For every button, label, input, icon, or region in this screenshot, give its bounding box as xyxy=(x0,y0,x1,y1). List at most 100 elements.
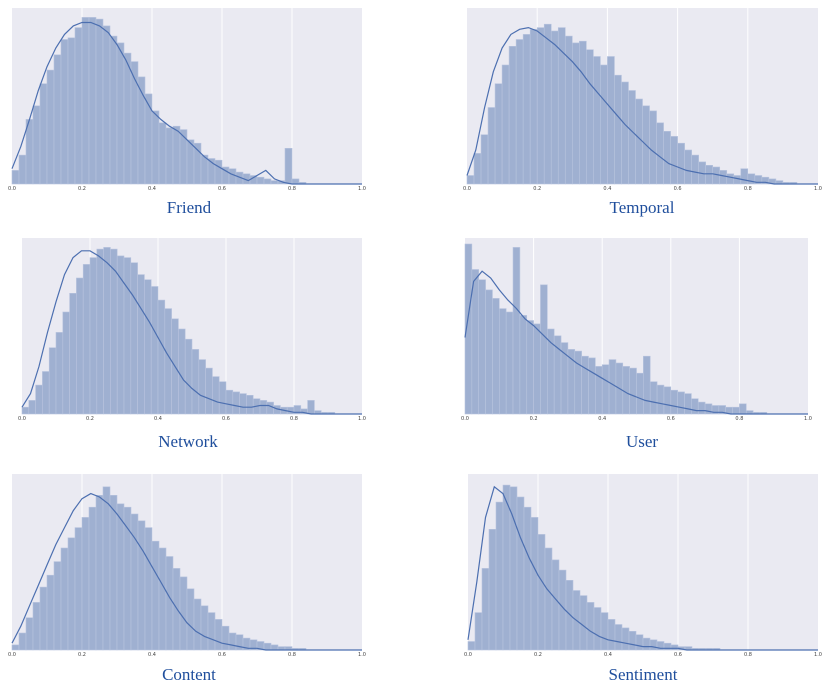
histogram-bar xyxy=(246,394,254,415)
histogram-bar xyxy=(543,23,552,185)
histogram-bar xyxy=(586,49,594,185)
histogram-bar xyxy=(586,602,595,651)
histogram-bar xyxy=(74,27,83,185)
histogram-bar xyxy=(225,389,234,415)
histogram-bar xyxy=(635,98,643,185)
histogram-bar xyxy=(18,632,27,651)
histogram-bar xyxy=(186,139,195,185)
histogram-bar xyxy=(516,496,525,651)
histogram-bar xyxy=(677,391,685,415)
panel-title: Friend xyxy=(167,198,212,217)
histogram-bar xyxy=(235,634,244,651)
histogram-bar xyxy=(157,299,166,415)
histogram-bar xyxy=(110,248,118,415)
histogram-bar xyxy=(179,129,188,185)
histogram-bar xyxy=(200,605,209,651)
histogram-bar xyxy=(179,576,188,651)
histogram-bar xyxy=(600,612,609,651)
histogram-bar xyxy=(137,520,146,651)
histogram-bar xyxy=(186,588,195,651)
histogram-bar xyxy=(109,35,118,185)
histogram-bar xyxy=(593,607,602,651)
histogram-bar xyxy=(307,400,315,415)
x-tick-label: 0.4 xyxy=(604,652,612,658)
histogram-bar xyxy=(221,625,230,651)
histogram-bar xyxy=(600,64,608,185)
histogram-bar xyxy=(684,149,692,185)
histogram-bar xyxy=(263,178,272,185)
x-tick-label: 1.0 xyxy=(358,186,366,192)
histogram-bar xyxy=(96,248,104,415)
histogram-bar xyxy=(214,619,223,651)
x-tick-label: 0.8 xyxy=(735,416,743,422)
histogram-bar xyxy=(39,83,48,185)
panel-network: 0.0 0.2 0.4 0.6 0.8 1.0 Network xyxy=(18,238,366,451)
histogram-bar xyxy=(46,574,55,651)
histogram-bar xyxy=(649,381,658,415)
histogram-bar xyxy=(32,105,41,185)
x-tick-label: 0.4 xyxy=(148,186,156,192)
histogram-bar xyxy=(670,136,678,185)
x-tick-label: 0.6 xyxy=(222,416,230,422)
histogram-bars xyxy=(11,17,307,185)
x-tick-label: 0.0 xyxy=(463,186,471,192)
histogram-bar xyxy=(263,642,272,651)
histogram-bar xyxy=(130,61,139,185)
kde-line xyxy=(467,485,818,651)
x-tick-label: 0.6 xyxy=(667,416,675,422)
histogram-bar xyxy=(212,376,220,415)
histogram-bar xyxy=(172,125,181,185)
histogram-bar xyxy=(53,561,62,651)
histogram-bar xyxy=(478,279,486,415)
histogram-bar xyxy=(69,292,77,415)
histogram-bar xyxy=(151,110,160,185)
histogram-bar xyxy=(747,173,756,185)
panel-temporal: 0.0 0.2 0.4 0.6 0.8 1.0 Temporal xyxy=(463,8,822,217)
histogram-bar xyxy=(165,127,174,185)
histogram-bar xyxy=(218,381,227,415)
histogram-bar xyxy=(53,54,62,185)
histogram-bar xyxy=(550,30,559,185)
histogram-bar xyxy=(62,311,70,415)
histogram-bar xyxy=(76,277,84,415)
histogram-bar xyxy=(207,612,216,651)
kde-line xyxy=(11,492,362,651)
histogram-bar xyxy=(103,247,111,415)
histogram-bar xyxy=(533,323,541,415)
x-tick-label: 0.8 xyxy=(288,652,296,658)
histogram-bars xyxy=(21,247,336,415)
histogram-bar xyxy=(291,178,300,185)
histogram-bar xyxy=(178,328,186,415)
histogram-bar xyxy=(595,366,603,415)
x-ticks: 0.0 0.2 0.4 0.6 0.8 1.0 xyxy=(8,652,366,658)
histogram-bar xyxy=(530,517,539,651)
x-tick-label: 0.8 xyxy=(290,416,298,422)
histogram-bar xyxy=(95,494,104,651)
histogram-bar xyxy=(102,486,111,651)
histogram-bar xyxy=(158,547,167,651)
histogram-bar xyxy=(643,355,651,415)
histogram-bar xyxy=(32,602,41,651)
histogram-bar xyxy=(284,148,293,185)
histogram-bar xyxy=(601,364,610,415)
panel-sentiment: 0.0 0.2 0.4 0.6 0.8 1.0 Sentiment xyxy=(464,474,822,684)
histogram-bar xyxy=(494,83,503,185)
histogram-bar xyxy=(95,18,104,185)
x-tick-label: 0.2 xyxy=(534,652,542,658)
histogram-bar xyxy=(621,81,629,185)
histogram-bar xyxy=(60,39,69,185)
histogram-bar xyxy=(25,119,34,185)
histogram-bar xyxy=(116,255,125,415)
histogram-bar xyxy=(205,367,213,415)
panel-user: 0.0 0.2 0.4 0.6 0.8 1.0 User xyxy=(461,238,812,451)
histogram-bar xyxy=(588,357,596,415)
histogram-bar xyxy=(663,642,672,651)
histogram-bar xyxy=(495,501,504,651)
histogram-bar xyxy=(522,34,531,185)
histogram-bar xyxy=(67,37,76,185)
histogram-bar xyxy=(42,371,50,415)
histogram-bar xyxy=(193,598,202,651)
histogram-bar xyxy=(571,42,580,185)
histogram-bar xyxy=(719,170,728,185)
histogram-bar xyxy=(551,559,560,651)
